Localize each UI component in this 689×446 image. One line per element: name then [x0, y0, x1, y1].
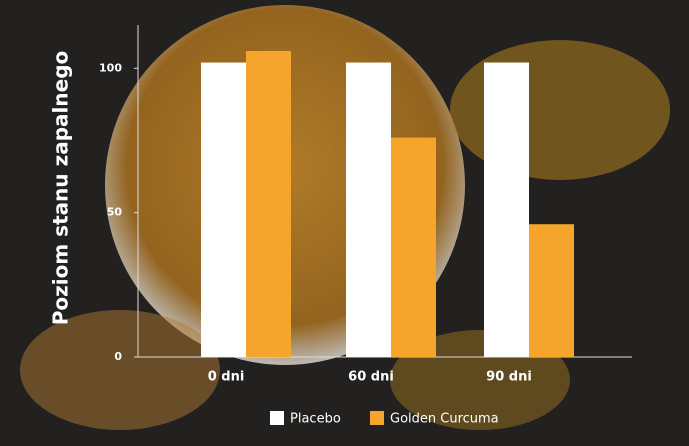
y-tick-label: 0: [114, 350, 122, 363]
bar: [391, 137, 436, 357]
decor-roots: [450, 40, 670, 180]
bar: [529, 224, 574, 357]
bar: [484, 62, 529, 358]
x-tick-label: 60 dni: [348, 370, 394, 385]
bar: [246, 50, 291, 358]
legend-label: Placebo: [290, 412, 341, 427]
legend-label: Golden Curcuma: [390, 412, 499, 427]
y-tick-label: 100: [99, 61, 122, 74]
decor-scoop: [20, 310, 220, 430]
bar: [346, 62, 391, 358]
y-axis-label: Poziom stanu zapalnego: [49, 51, 73, 326]
legend-swatch: [370, 411, 384, 425]
bar: [201, 62, 246, 358]
x-tick-label: 0 dni: [208, 370, 245, 385]
x-tick-label: 90 dni: [486, 370, 532, 385]
legend-swatch: [270, 411, 284, 425]
y-tick-label: 50: [107, 206, 123, 219]
